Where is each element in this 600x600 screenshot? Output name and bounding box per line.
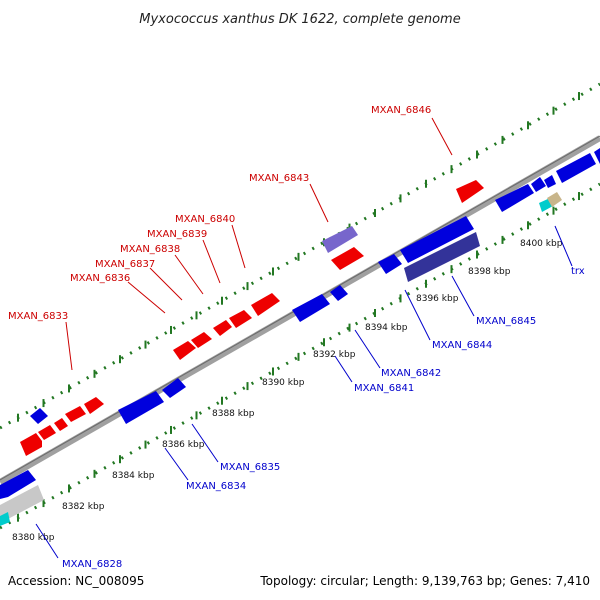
tick-label: 8396 kbp (416, 294, 459, 304)
gene-arrow-reverse[interactable] (544, 175, 556, 188)
tick-marks-upper (17, 92, 580, 422)
genes-reverse (0, 148, 600, 526)
gene-arrow-forward[interactable] (84, 397, 104, 414)
gene-arrow-reverse[interactable] (118, 391, 164, 424)
tick-label: 8390 kbp (262, 378, 305, 388)
gene-arrow-reverse[interactable] (531, 177, 546, 192)
gene-label[interactable]: MXAN_6845 (476, 316, 536, 327)
gene-label[interactable]: MXAN_6846 (371, 105, 431, 116)
gene-arrow-reverse[interactable] (556, 153, 596, 183)
gene-pseudo[interactable] (0, 485, 44, 522)
gene-arrow-reverse[interactable] (594, 148, 600, 164)
gene-arrow-forward[interactable] (191, 332, 212, 348)
gene-label[interactable]: MXAN_6837 (95, 259, 155, 270)
gene-labels-forward: MXAN_6833 MXAN_6836 MXAN_6837 MXAN_6838 … (8, 105, 431, 322)
gene-misc[interactable] (547, 192, 562, 207)
tick-label-group: 8380 kbp 8382 kbp 8384 kbp 8386 kbp 8388… (12, 239, 563, 543)
gene-label[interactable]: MXAN_6838 (120, 244, 180, 255)
gene-arrow-forward[interactable] (20, 433, 42, 456)
tick-label: 8398 kbp (468, 267, 511, 277)
gene-arrow-reverse[interactable] (0, 470, 36, 499)
gene-arrow-forward[interactable] (213, 320, 232, 336)
tick-marks-lower (17, 192, 580, 522)
tick-label: 8388 kbp (212, 409, 255, 419)
gene-arrow-forward[interactable] (54, 418, 68, 431)
gene-arrow-forward[interactable] (251, 293, 280, 316)
gene-label[interactable]: trx (571, 266, 585, 277)
gene-arrow-forward[interactable] (173, 341, 196, 360)
gene-label[interactable]: MXAN_6839 (147, 229, 207, 240)
gene-arrow-reverse[interactable] (495, 184, 534, 212)
gene-arrow-forward[interactable] (65, 406, 86, 422)
gene-label[interactable]: MXAN_6833 (8, 311, 68, 322)
leader-lines-reverse (35, 225, 573, 559)
gene-label[interactable]: MXAN_6842 (381, 368, 441, 379)
accession-text: Accession: NC_008095 (8, 574, 144, 588)
gene-arrow-forward[interactable] (38, 425, 56, 440)
gene-label[interactable]: MXAN_6841 (354, 383, 414, 394)
gene-label[interactable]: MXAN_6834 (186, 481, 246, 492)
gene-misc[interactable] (0, 512, 10, 526)
dotted-track-lower (0, 182, 600, 530)
gene-label[interactable]: MXAN_6836 (70, 273, 130, 284)
gene-arrow-reverse[interactable] (162, 378, 186, 398)
dotted-track-upper (0, 82, 600, 430)
tick-label: 8386 kbp (162, 440, 205, 450)
gene-arrow-reverse[interactable] (400, 216, 474, 263)
gene-label[interactable]: MXAN_6840 (175, 214, 235, 225)
gene-label[interactable]: MXAN_6828 (62, 559, 122, 570)
tick-label: 8400 kbp (520, 239, 563, 249)
gene-arrow-reverse[interactable] (30, 408, 48, 424)
genome-summary-text: Topology: circular; Length: 9,139,763 bp… (259, 574, 590, 588)
tick-label: 8394 kbp (365, 323, 408, 333)
gene-arrow-forward[interactable] (456, 180, 484, 203)
tick-label: 8382 kbp (62, 502, 105, 512)
leader-lines-forward (65, 117, 453, 371)
gene-labels-reverse: MXAN_6828 MXAN_6834 MXAN_6835 MXAN_6841 … (62, 266, 585, 570)
gene-arrow-reverse[interactable] (330, 285, 348, 301)
gene-arrow-reverse[interactable] (378, 254, 402, 274)
map-title: Myxococcus xanthus DK 1622, complete gen… (139, 12, 460, 27)
gene-rna-dark[interactable] (404, 232, 480, 282)
tick-label: 8380 kbp (12, 533, 55, 543)
gene-label[interactable]: MXAN_6843 (249, 173, 309, 184)
genes-forward (20, 180, 484, 456)
gene-arrow-reverse[interactable] (292, 294, 330, 322)
gene-arrow-forward[interactable] (229, 310, 252, 328)
gene-arrow-forward[interactable] (331, 247, 364, 270)
tick-label: 8392 kbp (313, 350, 356, 360)
gene-label[interactable]: MXAN_6835 (220, 462, 280, 473)
gene-rna[interactable] (322, 226, 358, 253)
gene-label[interactable]: MXAN_6844 (432, 340, 492, 351)
tick-label: 8384 kbp (112, 471, 155, 481)
